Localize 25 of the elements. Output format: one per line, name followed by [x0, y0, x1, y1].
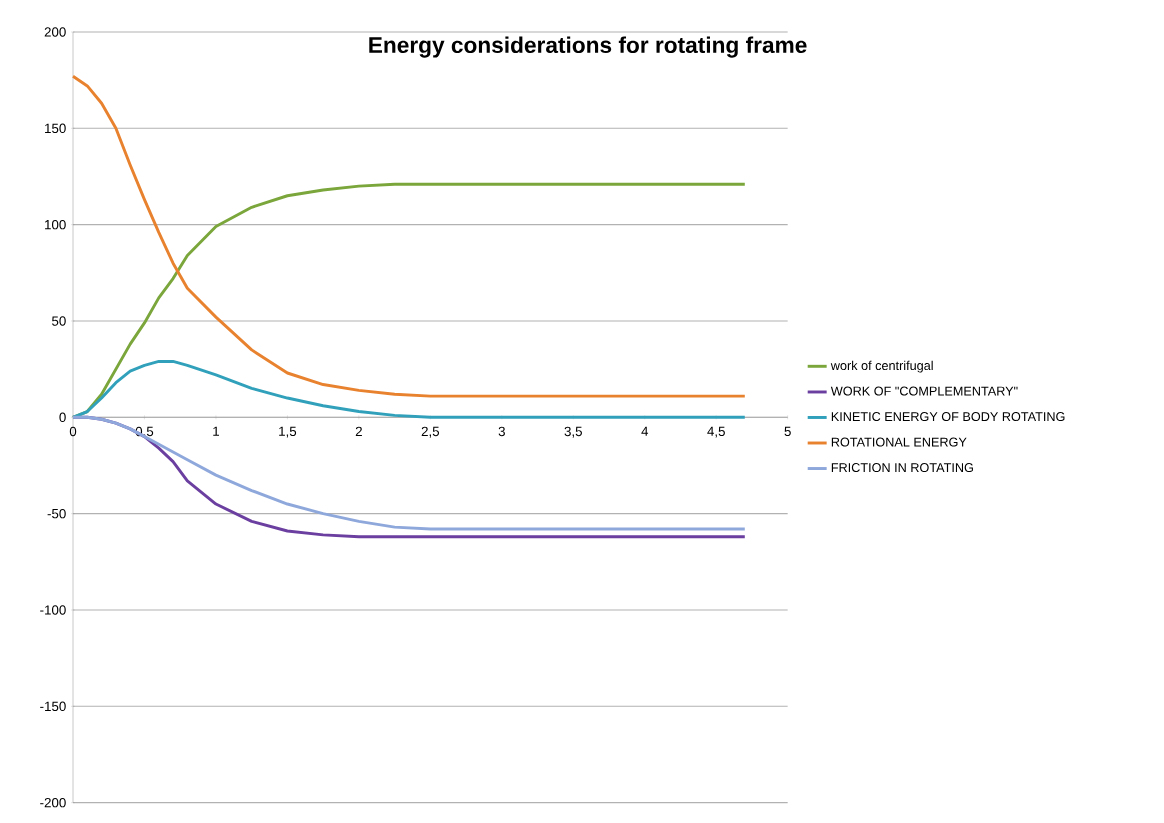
y-tick-label: -200	[40, 798, 66, 808]
x-tick-label: 1,5	[279, 426, 297, 438]
x-tick-label: 0	[69, 426, 77, 437]
x-tick-label: 3,5	[564, 426, 582, 438]
y-tick-label: 50	[52, 316, 66, 326]
x-tick-label: 2	[355, 426, 362, 437]
x-tick-label: 2,5	[421, 426, 440, 438]
x-tick-label: 5	[784, 426, 791, 437]
x-tick-label: 4,5	[707, 426, 725, 438]
legend-label: WORK OF "COMPLEMENTARY"	[830, 386, 1018, 396]
x-tick-label: 3	[498, 426, 505, 437]
x-tick-label: 1	[213, 426, 219, 437]
legend-label: FRICTION IN ROTATING	[831, 463, 973, 473]
y-tick-label: 0	[59, 412, 66, 423]
y-tick-label: -100	[40, 605, 66, 615]
x-tick-label: 4	[641, 426, 649, 437]
y-tick-label: 100	[45, 220, 66, 230]
y-tick-label: -150	[40, 701, 66, 712]
y-tick-label: -50	[47, 509, 66, 519]
legend-label: ROTATIONAL ENERGY	[831, 437, 967, 447]
legend-label: KINETIC ENERGY OF BODY ROTATING	[831, 412, 1065, 422]
y-tick-label: 150	[45, 123, 66, 134]
y-tick-label: 200	[44, 27, 66, 37]
chart-title: Energy considerations for rotating frame	[369, 36, 807, 58]
legend-label: work of centrifugal	[830, 360, 933, 373]
